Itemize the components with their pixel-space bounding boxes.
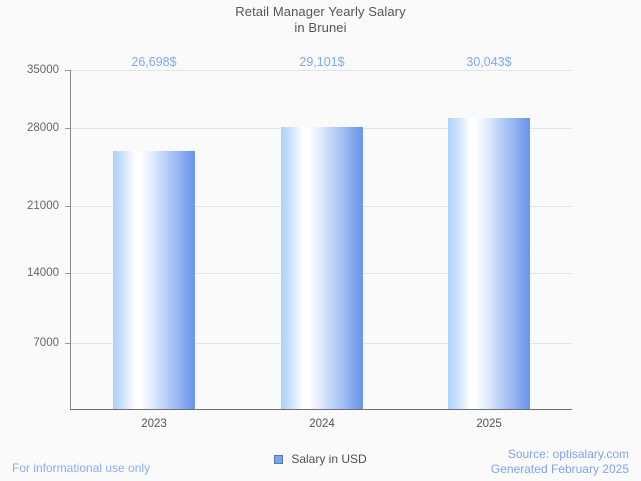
y-axis-tick <box>65 343 71 344</box>
bar-2024[interactable] <box>281 127 363 409</box>
y-tick-label-35000: 35000 <box>27 64 59 76</box>
y-axis-line <box>70 70 71 410</box>
x-tick-label-2025: 2025 <box>476 418 502 430</box>
x-tick-label-2024: 2024 <box>309 418 335 430</box>
x-axis-line <box>70 409 572 410</box>
chart-title-main: Retail Manager Yearly Salary <box>235 4 406 19</box>
bar-value-2023: 26,698$ <box>131 55 177 69</box>
chart-subtitle: in Brunei <box>294 20 347 35</box>
y-tick-label-21000: 21000 <box>27 200 59 212</box>
generated-text: Generated February 2025 <box>490 462 629 476</box>
y-axis-tick <box>65 70 71 71</box>
legend-square-marker-icon <box>274 454 284 464</box>
source-text: Source: optisalary.com <box>507 447 629 461</box>
bar-2023[interactable] <box>113 151 195 409</box>
source-block: Source: optisalary.com Generated Februar… <box>491 447 629 477</box>
bar-2025[interactable] <box>448 118 530 409</box>
chart-legend: Salary in USD <box>0 452 641 466</box>
bar-value-2025: 30,043$ <box>466 55 512 69</box>
y-axis-tick <box>65 273 71 274</box>
y-axis-tick <box>65 128 71 129</box>
gridline <box>70 70 572 71</box>
bar-value-2024: 29,101$ <box>299 55 345 69</box>
y-axis-tick <box>65 206 71 207</box>
y-tick-label-7000: 7000 <box>33 337 59 349</box>
plot-area <box>70 70 572 409</box>
y-tick-label-14000: 14000 <box>27 267 59 279</box>
x-tick-label-2023: 2023 <box>141 418 167 430</box>
chart-title: Retail Manager Yearly Salary in Brunei <box>0 4 641 36</box>
disclaimer-text: For informational use only <box>12 461 151 475</box>
y-tick-label-28000: 28000 <box>27 122 59 134</box>
legend-item-label[interactable]: Salary in USD <box>291 452 367 466</box>
